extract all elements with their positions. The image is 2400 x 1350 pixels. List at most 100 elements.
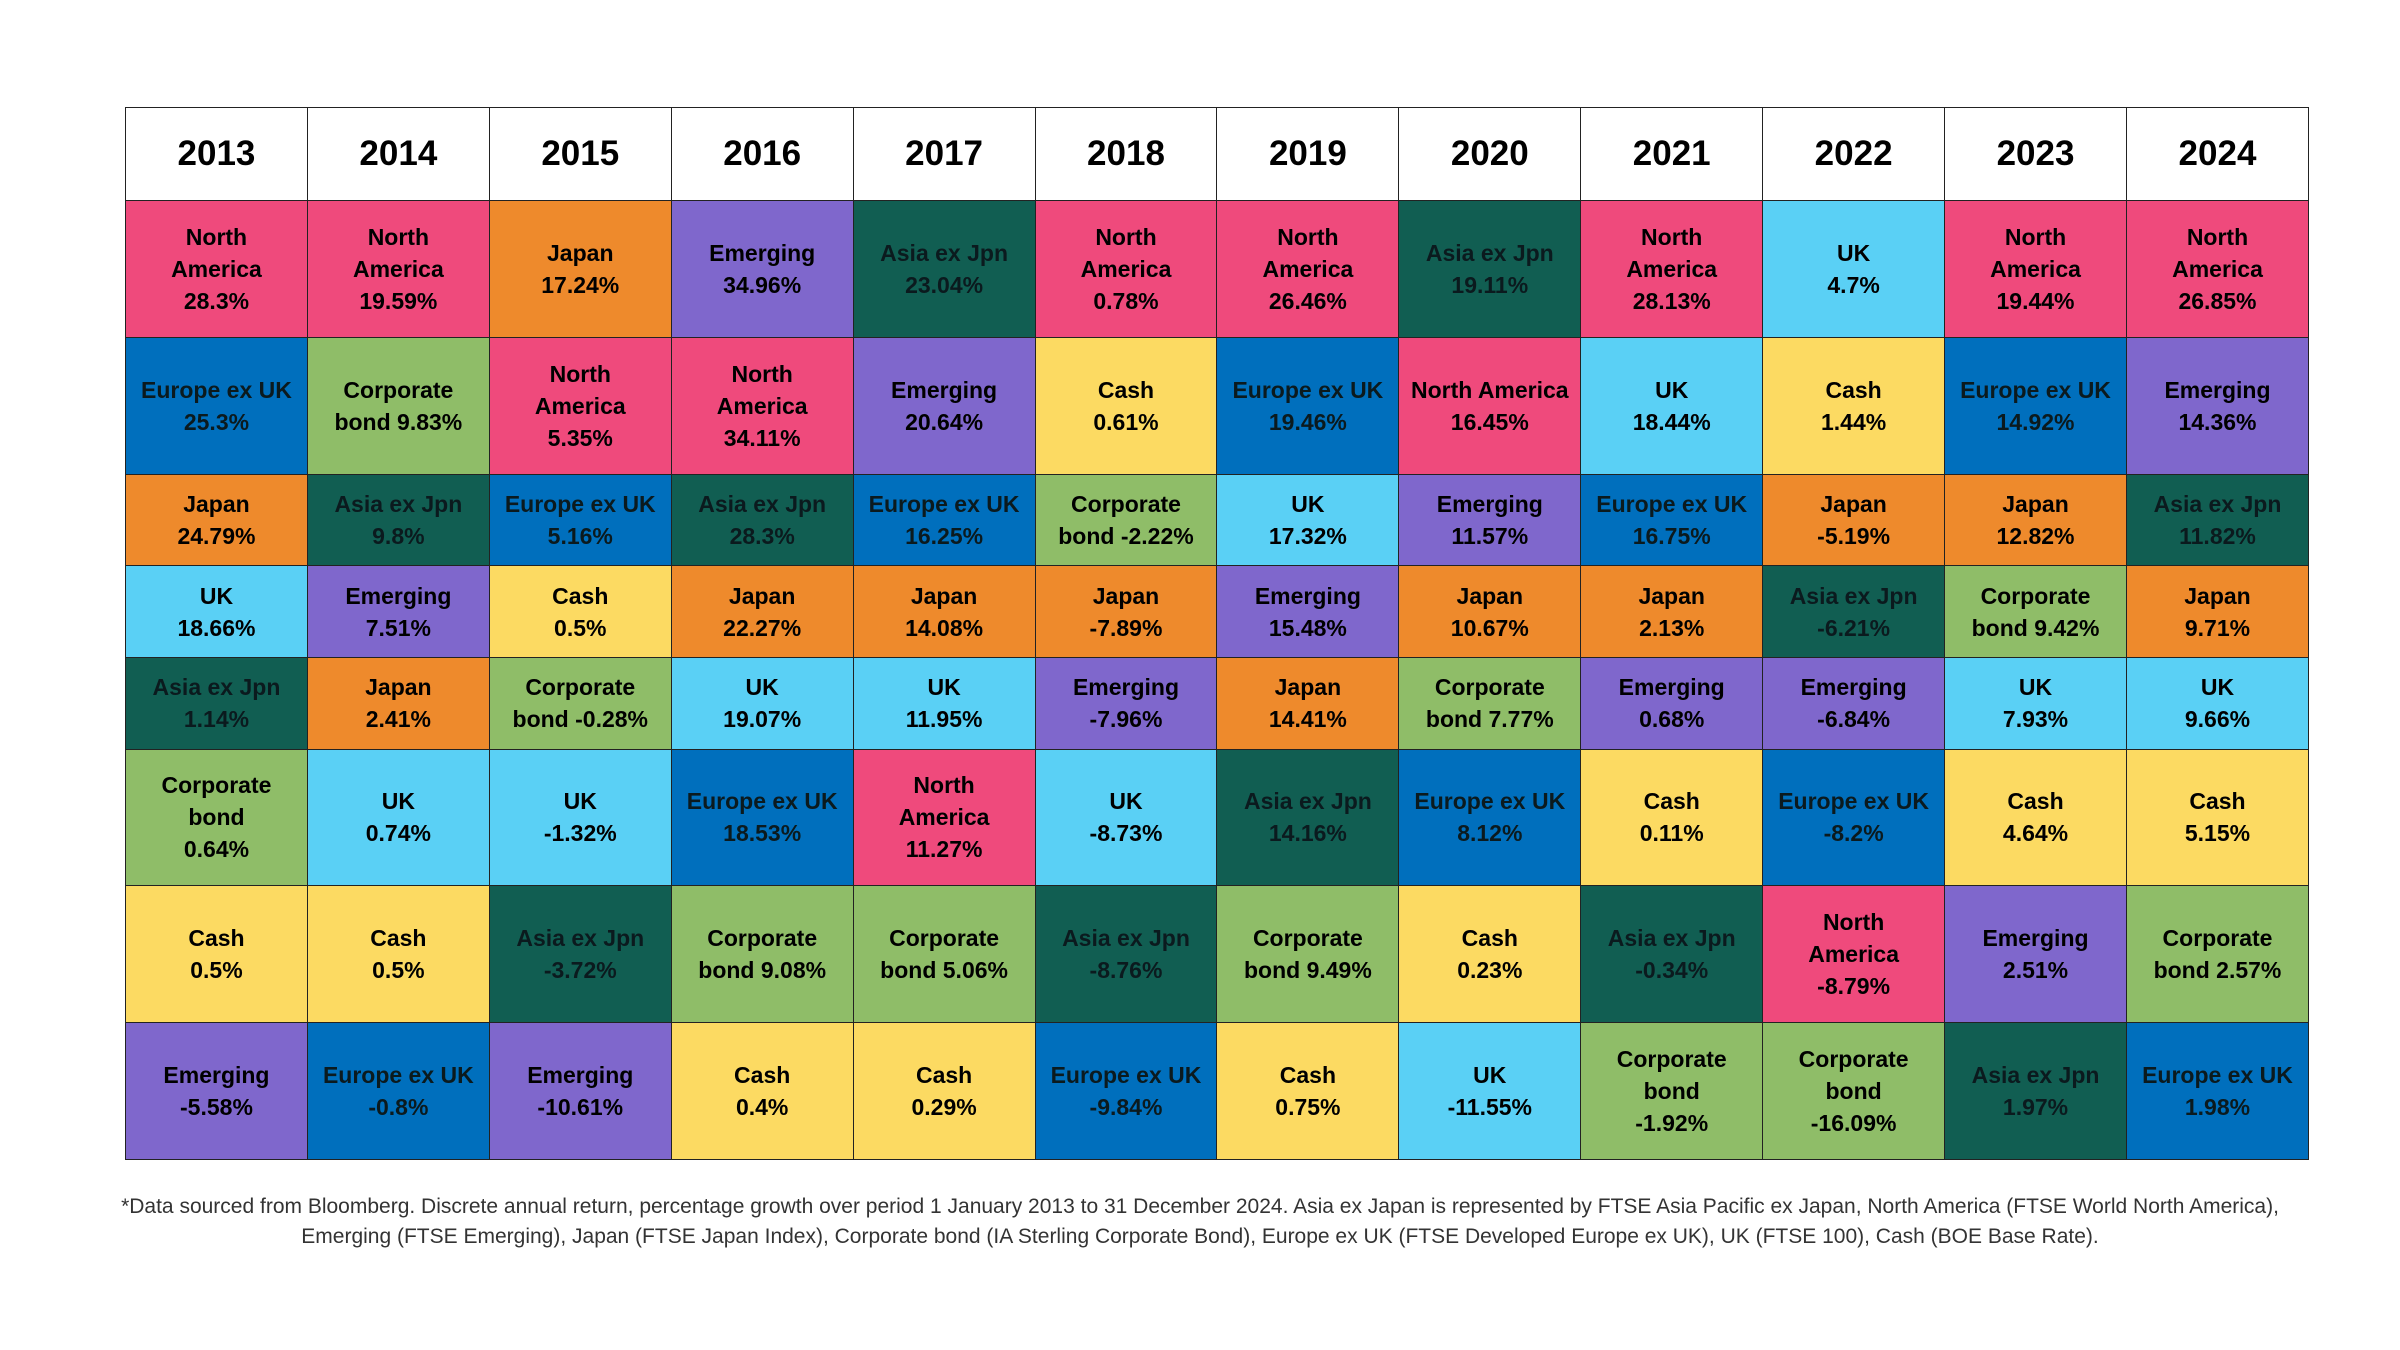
asset-label: Cash [734, 1062, 791, 1089]
return-value: 0.68% [1639, 706, 1705, 733]
return-value: -5.19% [1817, 522, 1891, 549]
return-value: 14.08% [905, 614, 984, 641]
asset-label: Cash [2189, 788, 2246, 815]
return-cell: Europe ex UK -8.2% [1762, 748, 1946, 887]
return-value: 4.7% [1827, 271, 1880, 298]
return-value: 0.5% [554, 614, 607, 641]
return-value: 14.92% [1996, 408, 2075, 435]
return-value: 24.79% [177, 522, 256, 549]
asset-label: UK [1655, 376, 1689, 403]
return-cell: North America 34.11% [670, 336, 854, 475]
asset-label: North America [352, 223, 444, 282]
asset-label: Emerging [1982, 925, 2089, 952]
return-value: 34.11% [723, 424, 801, 451]
return-cell: Corporate bond 5.06% [852, 885, 1036, 1024]
return-cell: Asia ex Jpn 28.3% [670, 473, 854, 567]
year-header: 2016 [670, 107, 854, 201]
return-value: 5.35% [547, 424, 613, 451]
return-cell: Corporate bond 9.08% [670, 885, 854, 1024]
return-value: 28.13% [1632, 287, 1711, 314]
return-cell: Japan -7.89% [1034, 565, 1218, 658]
return-value: 5.06% [942, 957, 1008, 984]
return-value: -0.28% [575, 706, 648, 733]
return-value: 2.51% [2002, 957, 2069, 984]
asset-label: UK [1291, 490, 1325, 517]
return-value: -1.32% [543, 820, 617, 847]
return-value: -10.61% [537, 1094, 624, 1121]
rank-row: Cash 0.5% Cash 0.5% Asia ex Jpn -3.72% Corp… [125, 885, 2310, 1024]
asset-label: Cash [1097, 376, 1155, 403]
asset-label: UK [2018, 674, 2053, 701]
return-value: 0.74% [365, 820, 431, 847]
asset-label: Asia ex Jpn [152, 674, 281, 701]
return-value: 19.59% [359, 287, 438, 314]
asset-label: Corporate bond [2153, 925, 2273, 984]
asset-label: North America [534, 360, 626, 419]
return-cell: Europe ex UK 1.98% [2125, 1022, 2310, 1160]
return-cell: UK 18.44% [1580, 336, 1764, 475]
asset-label: Asia ex Jpn [516, 925, 645, 952]
return-cell: Japan 2.41% [306, 656, 490, 750]
return-cell: Japan 12.82% [1944, 473, 2127, 567]
return-cell: Europe ex UK 18.53% [670, 748, 854, 887]
return-cell: Corporate bond -1.92% [1580, 1022, 1764, 1160]
return-value: -0.8% [368, 1094, 429, 1121]
return-cell: UK -8.73% [1034, 748, 1218, 887]
return-cell: Emerging 34.96% [670, 200, 854, 338]
return-value: 11.95% [905, 706, 983, 733]
asset-label: North America [1080, 223, 1172, 282]
return-value: 5.16% [547, 522, 613, 549]
return-cell: UK 9.66% [2125, 656, 2310, 750]
return-value: 0.64% [183, 836, 250, 863]
asset-label: UK [2200, 674, 2235, 701]
return-value: 11.57% [1451, 522, 1529, 549]
return-cell: Asia ex Jpn 19.11% [1398, 200, 1582, 338]
return-value: 1.98% [2184, 1094, 2251, 1121]
asset-label: Emerging [163, 1062, 270, 1089]
return-value: 0.23% [1457, 957, 1523, 984]
return-cell: North America -8.79% [1762, 885, 1946, 1024]
return-value: 0.78% [1093, 287, 1159, 314]
asset-label: Japan [547, 239, 614, 266]
asset-label: Corporate bond [1058, 490, 1181, 549]
return-cell: Cash 5.15% [2125, 748, 2310, 887]
asset-label: North America [1410, 376, 1569, 403]
return-cell: Emerging 14.36% [2125, 336, 2310, 475]
asset-label: Corporate bond [1798, 1046, 1909, 1105]
asset-label: North America [1990, 223, 2081, 282]
return-cell: Emerging 15.48% [1216, 565, 1400, 658]
asset-label: Asia ex Jpn [698, 490, 827, 517]
asset-label: Cash [1643, 788, 1700, 815]
asset-label: Emerging [891, 376, 998, 403]
rank-row: Emerging -5.58% Europe ex UK -0.8% Emergin… [125, 1022, 2310, 1160]
asset-label: Asia ex Jpn [1062, 925, 1190, 952]
return-value: 9.71% [2184, 614, 2251, 641]
asset-label: Europe ex UK [1414, 788, 1566, 815]
return-cell: North America 26.46% [1216, 200, 1400, 338]
return-cell: Europe ex UK 25.3% [125, 336, 308, 475]
return-value: 26.46% [1268, 287, 1347, 314]
asset-label: UK [745, 674, 779, 701]
return-cell: Corporate bond 7.77% [1398, 656, 1582, 750]
asset-label: Europe ex UK [1778, 788, 1930, 815]
return-cell: Asia ex Jpn 14.16% [1216, 748, 1400, 887]
asset-label: UK [1836, 239, 1871, 266]
return-value: 0.5% [190, 957, 243, 984]
asset-label: North America [2172, 223, 2263, 282]
return-value: 7.77% [1488, 706, 1554, 733]
year-header: 2022 [1762, 107, 1946, 201]
return-cell: Corporate bond 9.42% [1944, 565, 2127, 658]
return-value: 18.53% [723, 820, 802, 847]
asset-label: Corporate bond [698, 925, 818, 984]
return-cell: UK 7.93% [1944, 656, 2127, 750]
return-value: 18.44% [1632, 408, 1711, 435]
return-cell: UK 0.74% [306, 748, 490, 887]
return-value: 22.27% [723, 614, 802, 641]
asset-label: Cash [1825, 376, 1882, 403]
year-header: 2020 [1398, 107, 1582, 201]
asset-label: Japan [365, 674, 432, 701]
return-value: 0.75% [1275, 1094, 1341, 1121]
return-cell: North America 5.35% [488, 336, 672, 475]
return-cell: UK -11.55% [1398, 1022, 1582, 1160]
asset-label: Corporate bond [512, 674, 636, 733]
